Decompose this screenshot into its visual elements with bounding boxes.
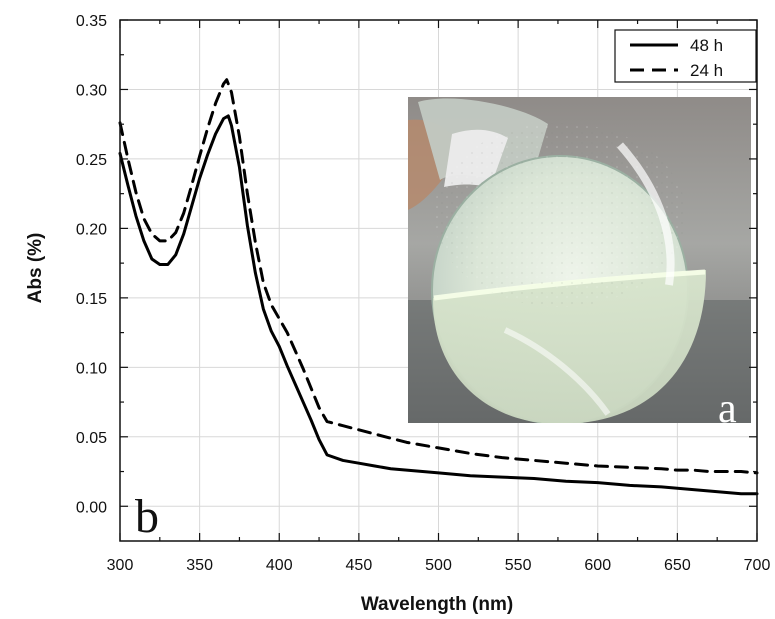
legend: 48 h 24 h: [614, 29, 757, 83]
flask-highlight: [617, 142, 675, 286]
y-tick-label-4: 0.20: [76, 221, 107, 238]
x-tick-label-1: 350: [186, 557, 213, 574]
flask-liquid: [432, 270, 706, 423]
x-tick-label-2: 400: [266, 557, 293, 574]
x-tick-label-4: 500: [425, 557, 452, 574]
series-line-0: [118, 114, 759, 496]
x-axis-label: Wavelength (nm): [361, 594, 513, 614]
y-tick-label-6: 0.30: [76, 82, 107, 99]
inset-label: a: [718, 386, 737, 432]
y-tick-label-1: 0.05: [76, 430, 107, 447]
plot-lines: [118, 78, 759, 496]
inset-photo: a: [408, 97, 751, 432]
series-line-1: [118, 78, 759, 475]
y-tick-label-3: 0.15: [76, 291, 107, 308]
flask-droplets: [434, 123, 686, 307]
ticks: 300 350 400 450 500 550 600 650 700 0.00 0.05 0.10 0…: [76, 13, 771, 574]
legend-box: [614, 29, 757, 83]
y-tick-label-2: 0.10: [76, 360, 107, 377]
panel-label: b: [135, 490, 159, 543]
y-tick-label-7: 0.35: [76, 13, 107, 30]
x-tick-label-5: 550: [505, 557, 532, 574]
y-axis-label: Abs (%): [25, 233, 46, 304]
flask-reflection: [503, 327, 611, 416]
y-tick-label-5: 0.25: [76, 152, 107, 169]
x-tick-label-6: 600: [584, 557, 611, 574]
x-tick-label-7: 650: [664, 557, 691, 574]
x-tick-label-8: 700: [744, 557, 771, 574]
x-tick-label-0: 300: [107, 557, 134, 574]
legend-label-24h: 24 h: [690, 61, 723, 80]
y-tick-label-0: 0.00: [76, 499, 107, 516]
x-tick-label-3: 450: [346, 557, 373, 574]
legend-label-48h: 48 h: [690, 36, 723, 55]
